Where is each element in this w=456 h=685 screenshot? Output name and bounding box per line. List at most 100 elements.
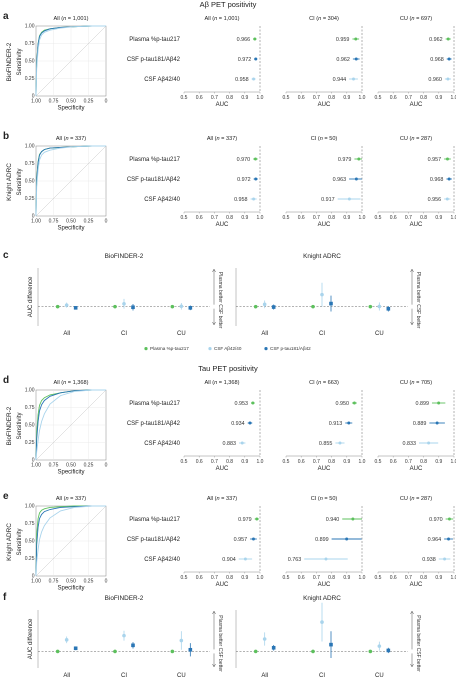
forest-row-label: CSF p-tau181/Aβ42 [127, 177, 181, 183]
forest-auc-label: 0.972 [238, 57, 252, 63]
roc-xtick: 0.75 [49, 99, 59, 105]
diff-bottom-annotation: CSF better [217, 648, 223, 673]
forest-auc-label: 0.958 [234, 197, 248, 203]
forest-point [447, 57, 451, 61]
roc-ytick: 0.50 [25, 59, 35, 65]
roc-xtick: 1.00 [31, 579, 41, 585]
forest-auc-label: 0.917 [321, 197, 335, 203]
forest-auc-label: 0.763 [288, 557, 302, 563]
forest-auc-label: 0.963 [333, 177, 347, 183]
forest-xtick: 0.6 [196, 215, 203, 221]
roc-xtick: 0.25 [84, 579, 94, 585]
forest-point [252, 77, 256, 81]
diff-group-label: CU [177, 331, 186, 337]
forest-row-label: CSF p-tau181/Aβ42 [127, 421, 181, 427]
diff-bottom-annotation: CSF better [415, 304, 421, 329]
diff-title: BioFINDER-2 [105, 253, 144, 260]
forest-point [447, 537, 451, 541]
forest-row-label: CSF p-tau181/Aβ42 [127, 537, 181, 543]
legend-label: Plasma %p-tau217 [150, 346, 189, 351]
forest-title: CI (n = 663) [309, 380, 339, 386]
forest-xtick: 0.9 [343, 459, 350, 465]
roc-xtick: 1.00 [31, 463, 41, 469]
forest-xtick: 1.0 [257, 575, 264, 581]
forest-point [435, 421, 439, 425]
diff-point [122, 633, 126, 638]
forest-xtick: 0.6 [298, 215, 305, 221]
forest-xtick: 1.0 [257, 215, 264, 221]
diff-top-annotation: Plasma better [415, 272, 421, 303]
diff-point [73, 646, 78, 651]
diff-arrow-up-head [212, 268, 216, 273]
forest-point [447, 177, 451, 181]
diff-title: Knight ADRC [303, 595, 341, 602]
forest-xtick: 0.5 [181, 459, 188, 465]
section-title: Aβ PET positivity [200, 0, 257, 9]
legend-marker [208, 347, 212, 351]
roc-ytick: 0.50 [25, 179, 35, 185]
diff-group-label: CU [375, 331, 384, 337]
roc-ytick: 1.00 [25, 144, 35, 150]
diff-group-label: All [63, 331, 70, 337]
forest-xtick: 0.8 [420, 215, 427, 221]
diff-point [320, 292, 324, 297]
forest-auc-label: 0.953 [235, 401, 249, 407]
roc-chance-line [35, 25, 107, 97]
forest-point [447, 517, 451, 521]
diff-arrow-down-head [410, 321, 414, 326]
forest-point [254, 57, 258, 61]
roc-xtick: 0 [105, 579, 108, 585]
forest-auc-label: 0.889 [413, 421, 427, 427]
forest-title: All (n = 1,001) [204, 16, 239, 22]
roc-ylabel: Sensitivity [17, 168, 23, 195]
forest-auc-label: 0.959 [336, 37, 350, 43]
forest-xtick: 0.7 [313, 575, 320, 581]
forest-xtick: 0.5 [375, 95, 382, 101]
forest-xtick: 0.7 [313, 95, 320, 101]
forest-xtick: 0.9 [435, 215, 442, 221]
roc-curve-abeta [35, 389, 106, 461]
roc-ytick: 0.50 [25, 423, 35, 429]
forest-xtick: 0.8 [226, 215, 233, 221]
forest-xtick: 0.7 [405, 215, 412, 221]
forest-point [445, 197, 449, 201]
roc-ylabel: Sensitivity [17, 412, 23, 439]
forest-auc-label: 0.960 [428, 77, 442, 83]
diff-bottom-annotation: CSF better [415, 648, 421, 673]
diff-point [170, 304, 175, 309]
roc-curve-ptau [35, 505, 106, 577]
forest-auc-label: 0.968 [430, 177, 444, 183]
diff-point [253, 304, 258, 309]
forest-point [354, 57, 358, 61]
diff-arrow-up-head [212, 610, 216, 615]
forest-xtick: 0.8 [328, 459, 335, 465]
forest-xtick: 0.8 [420, 95, 427, 101]
forest-auc-label: 0.883 [223, 441, 237, 447]
forest-point [347, 197, 351, 201]
roc-ytick: 0.75 [25, 405, 35, 411]
forest-xtick: 0.9 [435, 575, 442, 581]
forest-xtick: 1.0 [451, 215, 456, 221]
forest-xlabel: AUC [216, 102, 229, 108]
forest-row-label: Plasma %p-tau217 [129, 37, 180, 43]
diff-title: BioFINDER-2 [105, 595, 144, 602]
forest-xtick: 1.0 [451, 575, 456, 581]
forest-xtick: 0.5 [283, 95, 290, 101]
forest-xtick: 0.9 [241, 575, 248, 581]
forest-xtick: 0.7 [211, 95, 218, 101]
diff-ylabel: AUC difference [28, 618, 34, 659]
forest-point [243, 557, 247, 561]
panel-label-b: b [3, 131, 9, 142]
diff-point [131, 305, 135, 310]
forest-point [248, 421, 252, 425]
diff-group-label: CI [319, 331, 325, 337]
forest-title: CI (n = 304) [309, 16, 339, 22]
forest-row-label: Plasma %p-tau217 [129, 401, 180, 407]
diff-group-label: CI [121, 673, 127, 679]
forest-title: CU (n = 287) [400, 496, 432, 502]
legend-marker [264, 347, 268, 351]
forest-xlabel: AUC [318, 222, 331, 228]
diff-point [311, 304, 315, 309]
diff-arrow-down-head [212, 663, 216, 668]
diff-point [320, 620, 324, 624]
